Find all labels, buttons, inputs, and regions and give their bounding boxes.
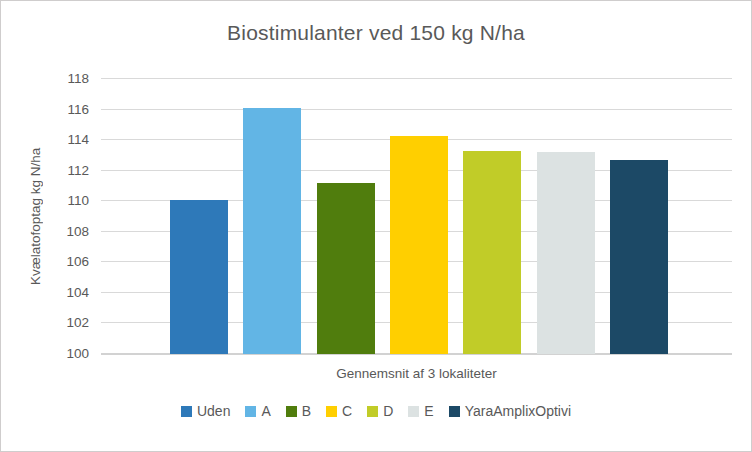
y-tick-label-102: 102 (1, 315, 89, 331)
y-tick-label-112: 112 (1, 163, 89, 179)
bar-d (463, 151, 521, 354)
bar-uden (170, 200, 228, 354)
plot-area (101, 79, 732, 354)
y-tick-label-114: 114 (1, 132, 89, 148)
legend-item-uden: Uden (181, 403, 230, 419)
y-tick-label-106: 106 (1, 254, 89, 270)
legend-item-e: E (408, 403, 433, 419)
legend-marker-icon (245, 406, 256, 417)
y-tick-label-110: 110 (1, 193, 89, 209)
y-tick-label-108: 108 (1, 224, 89, 240)
legend-item-yaraamplixoptivi: YaraAmplixOptivi (449, 403, 571, 419)
legend-label: A (261, 403, 270, 419)
x-axis-label: Gennemsnit af 3 lokaliteter (101, 366, 732, 381)
legend-label: D (383, 403, 393, 419)
y-tick-label-118: 118 (1, 71, 89, 87)
legend-item-d: D (367, 403, 393, 419)
legend-marker-icon (367, 406, 378, 417)
y-tick-label-116: 116 (1, 102, 89, 118)
legend-item-a: A (245, 403, 270, 419)
legend-marker-icon (449, 406, 460, 417)
bar-a (243, 108, 301, 354)
legend-item-b: B (286, 403, 311, 419)
legend-marker-icon (326, 406, 337, 417)
y-tick-label-104: 104 (1, 285, 89, 301)
legend-item-c: C (326, 403, 352, 419)
legend-label: E (424, 403, 433, 419)
bar-chart: Biostimulanter ved 150 kg N/ha Kvælatofo… (0, 0, 752, 452)
bar-b (317, 183, 375, 354)
bars-container (101, 79, 732, 354)
bar-e (537, 152, 595, 354)
y-tick-label-100: 100 (1, 346, 89, 362)
legend-marker-icon (181, 406, 192, 417)
y-axis-title: Kvælatofoptag kg N/ha (25, 79, 45, 354)
legend: Uden A B C D E YaraAmplixOptivi (1, 403, 751, 419)
bar-c (390, 136, 448, 354)
legend-label: YaraAmplixOptivi (465, 403, 571, 419)
bar-yaraamplixoptivi (610, 160, 668, 354)
legend-label: Uden (197, 403, 230, 419)
legend-marker-icon (408, 406, 419, 417)
legend-label: B (302, 403, 311, 419)
chart-title: Biostimulanter ved 150 kg N/ha (1, 21, 751, 45)
legend-marker-icon (286, 406, 297, 417)
legend-label: C (342, 403, 352, 419)
